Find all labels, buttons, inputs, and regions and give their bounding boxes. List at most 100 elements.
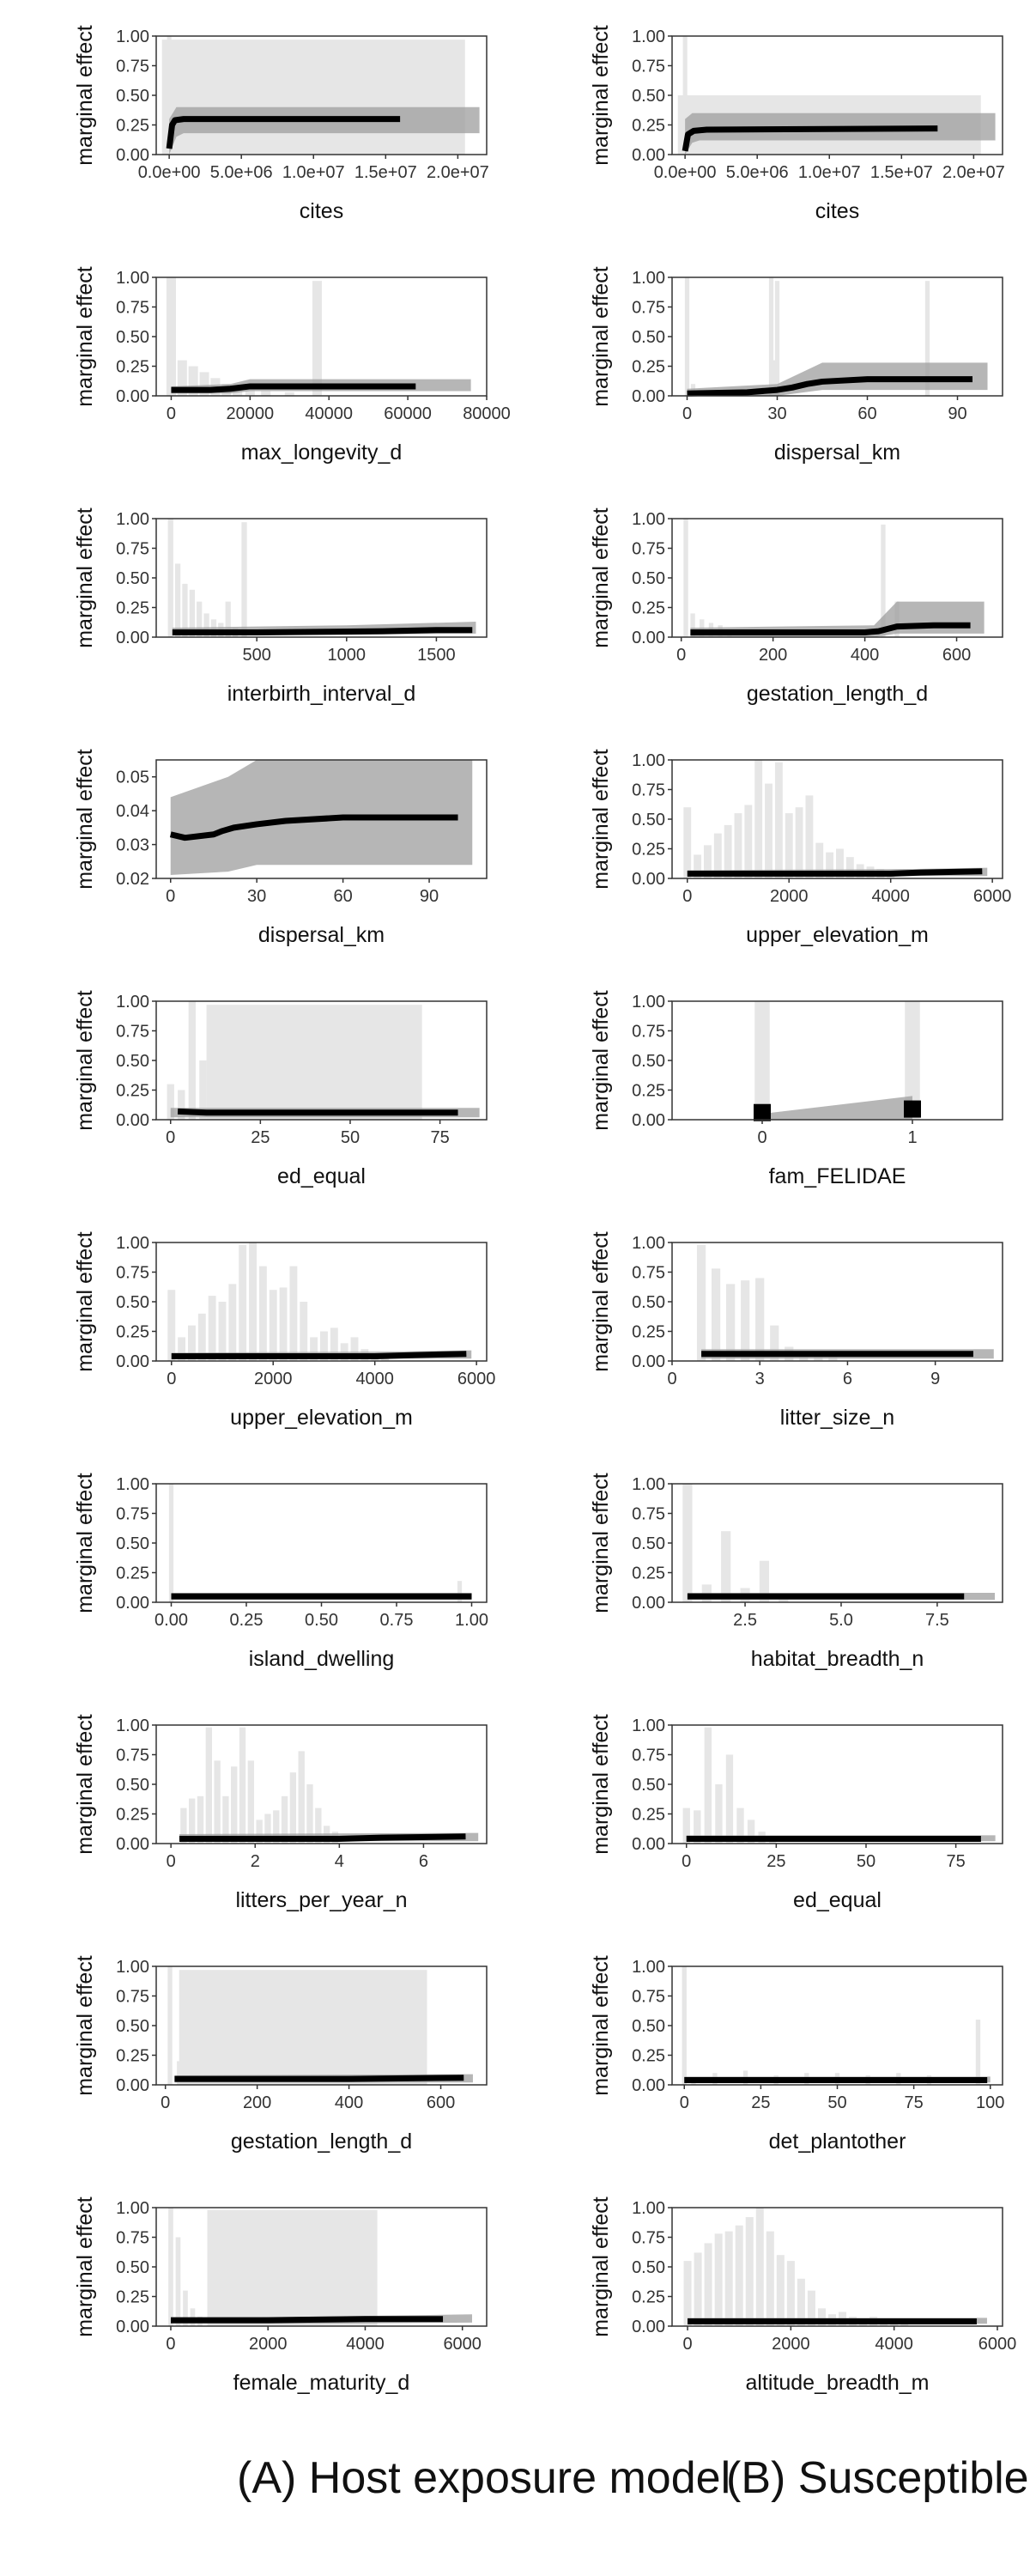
pdp-line <box>166 116 401 149</box>
x-tick-label: 50 <box>827 2093 846 2112</box>
histogram-bar <box>222 1795 229 1844</box>
y-axis-title: marginal effect <box>589 507 613 648</box>
y-tick-label: 1.00 <box>632 269 665 288</box>
x-tick-label: 1.0e+07 <box>798 163 861 182</box>
y-tick-label: 0.75 <box>632 1264 665 1283</box>
pdp-line <box>174 2075 464 2082</box>
y-tick-label: 0.75 <box>632 1747 665 1765</box>
histogram-bar <box>457 1581 463 1602</box>
histogram-bar <box>724 824 732 878</box>
histogram-bar <box>924 281 930 396</box>
histogram-bar <box>231 1766 238 1844</box>
histogram-bar <box>256 1820 263 1844</box>
y-tick-label: 0.75 <box>632 1505 665 1524</box>
y-tick-label: 0.00 <box>116 1111 149 1130</box>
x-tick-label: 0 <box>166 887 175 906</box>
x-tick-label: 200 <box>759 646 787 665</box>
y-tick-label: 1.00 <box>632 1958 665 1977</box>
y-tick-label: 0.02 <box>116 870 149 889</box>
x-axis-title: female_maturity_d <box>233 2371 410 2395</box>
y-tick-label: 0.50 <box>632 1293 665 1312</box>
pdp-line <box>687 868 983 877</box>
histogram-bar <box>258 1266 267 1361</box>
x-tick-label: 1.5e+07 <box>870 163 933 182</box>
y-tick-label: 0.50 <box>632 1052 665 1071</box>
x-tick-label: 0 <box>166 1128 175 1147</box>
y-axis-title: marginal effect <box>73 1714 97 1855</box>
histogram-bar <box>768 277 774 396</box>
x-tick-label: 2000 <box>249 2335 288 2354</box>
x-tick-label: 0 <box>682 887 692 906</box>
x-tick-label: 6000 <box>973 887 1012 906</box>
x-tick-label: 1.0e+07 <box>282 163 345 182</box>
histogram-bar <box>807 2290 815 2326</box>
histogram-bar <box>330 1327 338 1361</box>
x-tick-label: 50 <box>341 1128 360 1147</box>
histogram-bar <box>245 390 255 396</box>
histogram-bar <box>696 1244 706 1361</box>
x-tick-label: 600 <box>427 2093 455 2112</box>
x-axis-title: litter_size_n <box>780 1406 894 1430</box>
y-tick-label: 0.75 <box>116 58 149 76</box>
pdp-line <box>682 125 938 152</box>
histogram-bar <box>836 848 844 878</box>
histogram-bar <box>726 1284 736 1361</box>
y-tick-label: 0.75 <box>632 540 665 559</box>
x-tick-label: 100 <box>976 2093 1004 2112</box>
histogram-bar <box>682 1966 687 2085</box>
y-tick-label: 0.25 <box>116 117 149 136</box>
x-axis-title: upper_elevation_m <box>746 923 929 947</box>
y-axis-title: marginal effect <box>589 1955 613 2096</box>
y-axis-title: marginal effect <box>589 1714 613 1855</box>
histogram-bar <box>744 805 753 878</box>
histogram-bar <box>690 613 695 637</box>
x-axis-title: cites <box>815 199 859 223</box>
histogram-bar <box>754 760 763 878</box>
histogram-bar <box>694 1810 701 1844</box>
y-axis-title: marginal effect <box>589 2196 613 2337</box>
histogram-bar <box>704 1727 712 1844</box>
y-axis-title: marginal effect <box>73 507 97 648</box>
histogram-bar <box>694 854 702 878</box>
x-tick-label: 0.75 <box>380 1611 414 1630</box>
histogram-bar <box>269 1290 277 1361</box>
caption-susceptible-host-model: (B) Susceptible h <box>726 2453 1030 2503</box>
histogram-bar <box>178 1337 186 1361</box>
histogram-bar <box>776 2255 785 2326</box>
x-tick-label: 0 <box>167 404 176 423</box>
y-tick-label: 0.50 <box>116 2017 149 2036</box>
y-tick-label: 1.00 <box>116 1475 149 1494</box>
chart-panel-20-altitude-breadth-m: 0.00 0.25 0.50 0.75 1.00 0 2000 4000 6000 altitud… <box>589 2196 1016 2395</box>
histogram-bar <box>203 613 209 637</box>
panel-frame <box>671 1965 1003 2086</box>
x-tick-label: 6000 <box>457 1370 496 1388</box>
histogram-bar <box>167 1966 173 2085</box>
y-axis-title: marginal effect <box>589 266 613 407</box>
histogram-bar <box>306 1784 313 1844</box>
histogram-bar <box>683 519 688 637</box>
x-tick-label: 25 <box>251 1128 270 1147</box>
y-tick-label: 0.75 <box>632 781 665 800</box>
y-tick-label: 1.00 <box>116 27 149 46</box>
y-tick-label: 0.00 <box>632 2318 665 2336</box>
y-tick-label: 1.00 <box>632 1234 665 1253</box>
x-tick-label: 400 <box>335 2093 363 2112</box>
x-tick-label: 25 <box>751 2093 770 2112</box>
histogram-bar <box>745 2217 754 2326</box>
chart-panel-14-habitat-breadth-n: 0.00 0.25 0.50 0.75 1.00 2.5 5.0 7.5habitat_bre… <box>589 1473 1003 1671</box>
y-tick-label: 0.25 <box>116 1564 149 1583</box>
x-tick-label: 0.25 <box>230 1611 264 1630</box>
y-tick-label: 0.00 <box>632 870 665 889</box>
histogram-bar <box>175 2237 181 2326</box>
histogram-bar <box>166 277 176 396</box>
y-tick-label: 0.75 <box>116 2229 149 2248</box>
y-axis-title: marginal effect <box>73 25 97 166</box>
histogram-bar <box>774 281 780 396</box>
x-tick-label: 30 <box>767 404 786 423</box>
histogram-bar <box>298 1751 305 1844</box>
chart-panel-8-upper-elevation-m: 0.00 0.25 0.50 0.75 1.00 0 2000 4000 6000 upper_e… <box>589 749 1011 947</box>
y-tick-label: 0.00 <box>632 146 665 165</box>
histogram-bar <box>715 1784 723 1844</box>
y-tick-label: 0.25 <box>632 2288 665 2307</box>
